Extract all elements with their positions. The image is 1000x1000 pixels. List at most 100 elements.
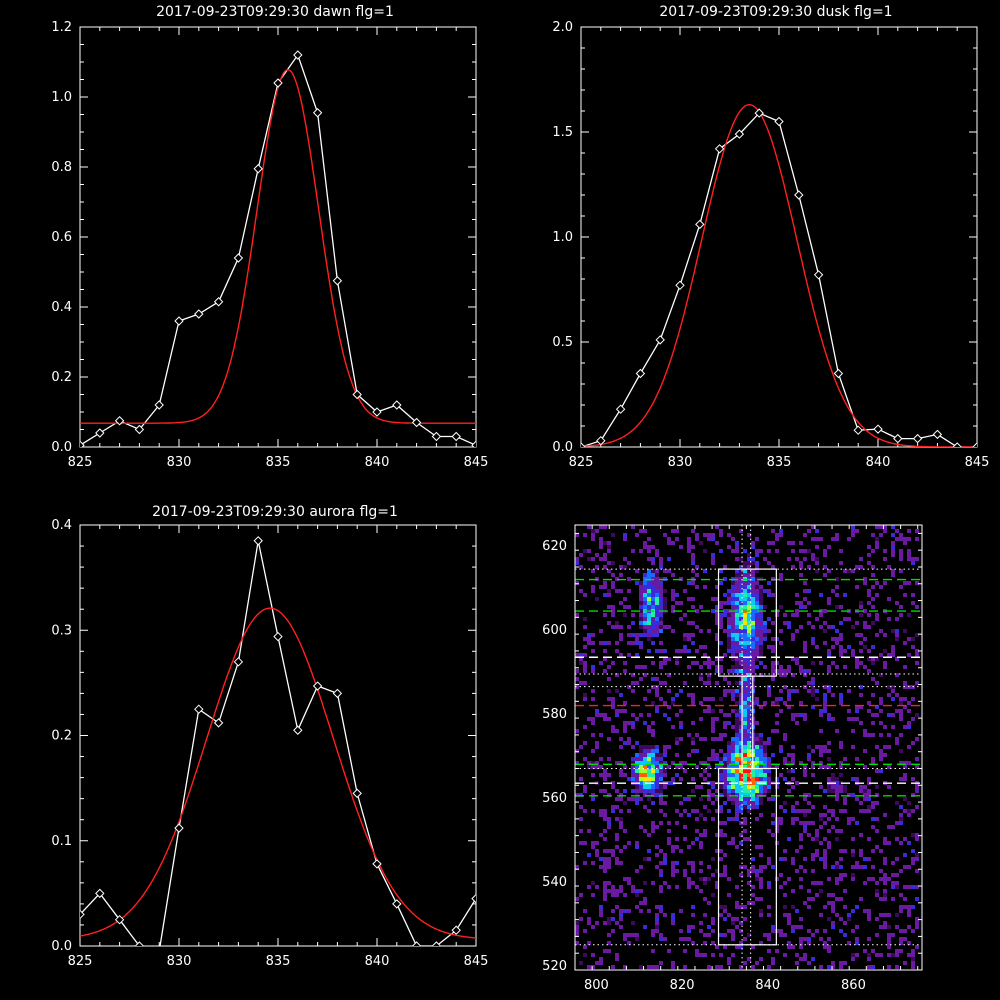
- heatmap-cell: [647, 777, 651, 781]
- heatmap-cell: [811, 773, 815, 777]
- heatmap-cell: [639, 581, 643, 585]
- heatmap-cell: [683, 809, 687, 813]
- heatmap-cell: [615, 889, 619, 893]
- heatmap-cell: [743, 625, 747, 629]
- heatmap-cell: [751, 621, 755, 625]
- heatmap-cell: [735, 541, 739, 545]
- heatmap-cell: [883, 525, 887, 529]
- heatmap-cell: [779, 605, 783, 609]
- heatmap-cell: [647, 857, 651, 861]
- heatmap-cell: [787, 697, 791, 701]
- dusk-data-point: [695, 219, 705, 230]
- heatmap-cell: [843, 757, 847, 761]
- heatmap-cell: [607, 665, 611, 669]
- heatmap-cell: [839, 621, 843, 625]
- heatmap-cell: [751, 893, 755, 897]
- heatmap-cell: [591, 557, 595, 561]
- heatmap-cell: [759, 865, 763, 869]
- heatmap-cell: [619, 821, 623, 825]
- heatmap-cell: [887, 925, 891, 929]
- heatmap-cell: [659, 809, 663, 813]
- heatmap-cell: [683, 965, 687, 969]
- heatmap-cell: [707, 933, 711, 937]
- heatmap-cell: [827, 965, 831, 969]
- heatmap-cell: [787, 837, 791, 841]
- heatmap-cell: [767, 789, 771, 793]
- heatmap-cell: [795, 809, 799, 813]
- image-y-tick-label: 560: [542, 791, 567, 806]
- heatmap-cell: [703, 769, 707, 773]
- heatmap-cell: [743, 789, 747, 793]
- heatmap-cell: [707, 709, 711, 713]
- heatmap-cell: [835, 585, 839, 589]
- heatmap-cell: [887, 733, 891, 737]
- heatmap-cell: [643, 777, 647, 781]
- heatmap-cell: [603, 769, 607, 773]
- heatmap-cell: [747, 613, 751, 617]
- heatmap-cell: [603, 869, 607, 873]
- heatmap-cell: [907, 941, 911, 945]
- heatmap-cell: [707, 705, 711, 709]
- heatmap-cell: [875, 633, 879, 637]
- heatmap-cell: [891, 697, 895, 701]
- heatmap-cell: [579, 681, 583, 685]
- heatmap-cell: [763, 605, 767, 609]
- heatmap-cell: [627, 641, 631, 645]
- heatmap-cell: [739, 557, 743, 561]
- heatmap-cell: [739, 777, 743, 781]
- heatmap-cell: [575, 925, 579, 929]
- heatmap-cell: [639, 641, 643, 645]
- heatmap-cell: [739, 577, 743, 581]
- heatmap-cell: [611, 705, 615, 709]
- heatmap-cell: [863, 857, 867, 861]
- heatmap-cell: [699, 953, 703, 957]
- heatmap-cell: [659, 697, 663, 701]
- heatmap-cell: [751, 597, 755, 601]
- heatmap-cell: [819, 753, 823, 757]
- heatmap-cell: [699, 877, 703, 881]
- heatmap-cell: [735, 765, 739, 769]
- heatmap-cell: [831, 905, 835, 909]
- heatmap-cell: [675, 861, 679, 865]
- heatmap-cell: [795, 593, 799, 597]
- heatmap-cell: [647, 601, 651, 605]
- heatmap-cell: [827, 669, 831, 673]
- heatmap-cell: [855, 565, 859, 569]
- heatmap-cell: [575, 921, 579, 925]
- heatmap-cell: [755, 565, 759, 569]
- heatmap-cell: [615, 893, 619, 897]
- heatmap-cell: [811, 693, 815, 697]
- heatmap-cell: [887, 765, 891, 769]
- heatmap-cell: [711, 729, 715, 733]
- heatmap-cell: [699, 797, 703, 801]
- heatmap-cell: [659, 937, 663, 941]
- heatmap-cell: [739, 733, 743, 737]
- dusk-data-point: [952, 442, 962, 447]
- heatmap-cell: [747, 769, 751, 773]
- heatmap-cell: [675, 713, 679, 717]
- heatmap-cell: [839, 849, 843, 853]
- heatmap-cell: [755, 757, 759, 761]
- heatmap-cell: [835, 797, 839, 801]
- heatmap-cell: [799, 925, 803, 929]
- heatmap-cell: [867, 733, 871, 737]
- heatmap-cell: [731, 769, 735, 773]
- heatmap-cell: [611, 725, 615, 729]
- heatmap-cell: [775, 669, 779, 673]
- heatmap-cell: [719, 625, 723, 629]
- heatmap-cell: [647, 809, 651, 813]
- heatmap-cell: [799, 565, 803, 569]
- heatmap-cell: [739, 601, 743, 605]
- heatmap-cell: [731, 929, 735, 933]
- heatmap-cell: [755, 625, 759, 629]
- heatmap-cell: [791, 637, 795, 641]
- heatmap-cell: [651, 745, 655, 749]
- heatmap-cell: [655, 705, 659, 709]
- heatmap-cell: [819, 729, 823, 733]
- heatmap-cell: [839, 741, 843, 745]
- heatmap-cell: [619, 693, 623, 697]
- heatmap-cell: [599, 733, 603, 737]
- heatmap-cell: [719, 821, 723, 825]
- heatmap-cell: [747, 765, 751, 769]
- heatmap-cell: [607, 861, 611, 865]
